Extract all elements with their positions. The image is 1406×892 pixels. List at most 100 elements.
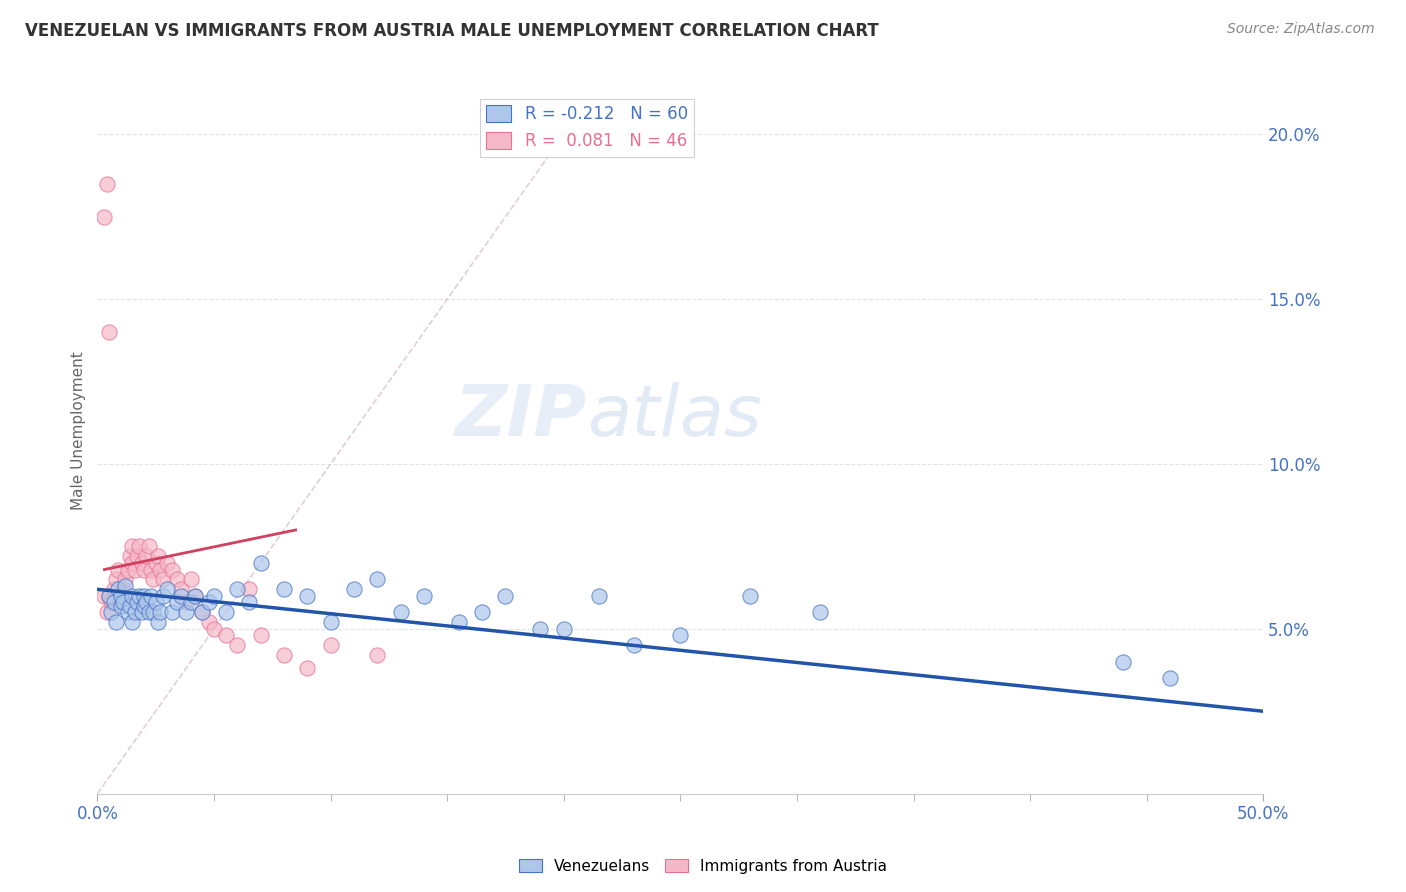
Point [125, 595, 148, 609]
Point [142, 606, 165, 620]
Point [184, 589, 207, 603]
Point [174, 595, 197, 609]
Point [114, 579, 136, 593]
Point [98, 325, 121, 339]
Point [740, 589, 762, 603]
Point [170, 582, 193, 597]
Point [110, 589, 132, 603]
Point [366, 573, 388, 587]
Point [138, 540, 160, 554]
Point [249, 628, 271, 642]
Point [118, 549, 141, 564]
Point [111, 595, 134, 609]
Point [494, 589, 516, 603]
Point [132, 599, 155, 613]
Point [107, 582, 129, 597]
Text: ZIP: ZIP [454, 382, 588, 451]
Point [297, 661, 319, 675]
Legend: R = -0.212   N = 60, R =  0.081   N = 46: R = -0.212 N = 60, R = 0.081 N = 46 [479, 99, 695, 157]
Point [156, 582, 179, 597]
Point [166, 573, 188, 587]
Point [1159, 671, 1181, 685]
Point [98, 589, 121, 603]
Point [180, 573, 202, 587]
Point [170, 589, 193, 603]
Point [166, 595, 188, 609]
Point [96, 177, 118, 191]
Point [131, 556, 153, 570]
Point [107, 562, 129, 576]
Point [202, 622, 225, 636]
Point [152, 589, 174, 603]
Point [110, 589, 132, 603]
Legend: Venezuelans, Immigrants from Austria: Venezuelans, Immigrants from Austria [512, 853, 894, 880]
Point [117, 562, 139, 576]
Point [160, 606, 183, 620]
Point [103, 582, 125, 597]
Point [553, 622, 575, 636]
Point [180, 595, 202, 609]
Point [273, 648, 295, 663]
Text: atlas: atlas [588, 382, 762, 451]
Point [226, 638, 249, 652]
Point [149, 606, 172, 620]
Point [121, 556, 143, 570]
Point [105, 615, 128, 630]
Point [343, 582, 366, 597]
Point [100, 595, 122, 609]
Point [121, 615, 143, 630]
Point [366, 648, 388, 663]
Point [93, 589, 115, 603]
Point [238, 595, 260, 609]
Point [156, 556, 179, 570]
Point [529, 622, 551, 636]
Point [412, 589, 434, 603]
Point [238, 582, 260, 597]
Point [198, 615, 221, 630]
Point [132, 562, 155, 576]
Point [103, 595, 125, 609]
Point [146, 615, 169, 630]
Point [135, 549, 157, 564]
Point [121, 589, 143, 603]
Point [1112, 655, 1135, 669]
Point [128, 589, 150, 603]
Point [131, 606, 153, 620]
Point [191, 606, 214, 620]
Point [93, 210, 115, 224]
Point [319, 615, 342, 630]
Point [124, 562, 146, 576]
Point [588, 589, 610, 603]
Point [471, 606, 494, 620]
Text: Source: ZipAtlas.com: Source: ZipAtlas.com [1227, 22, 1375, 37]
Point [623, 638, 645, 652]
Point [110, 595, 132, 609]
Point [125, 549, 148, 564]
Point [124, 606, 146, 620]
Point [149, 562, 172, 576]
Point [117, 606, 139, 620]
Point [139, 562, 162, 576]
Point [447, 615, 470, 630]
Point [139, 589, 162, 603]
Point [146, 549, 169, 564]
Point [138, 606, 160, 620]
Point [111, 582, 134, 597]
Point [214, 628, 236, 642]
Point [160, 562, 183, 576]
Point [132, 589, 155, 603]
Point [142, 573, 165, 587]
Point [808, 606, 831, 620]
Point [669, 628, 692, 642]
Point [249, 556, 271, 570]
Point [145, 595, 167, 609]
Point [202, 589, 225, 603]
Point [198, 595, 221, 609]
Point [152, 573, 174, 587]
Point [297, 589, 319, 603]
Point [100, 606, 122, 620]
Point [121, 540, 143, 554]
Point [319, 638, 342, 652]
Point [191, 606, 214, 620]
Point [114, 573, 136, 587]
